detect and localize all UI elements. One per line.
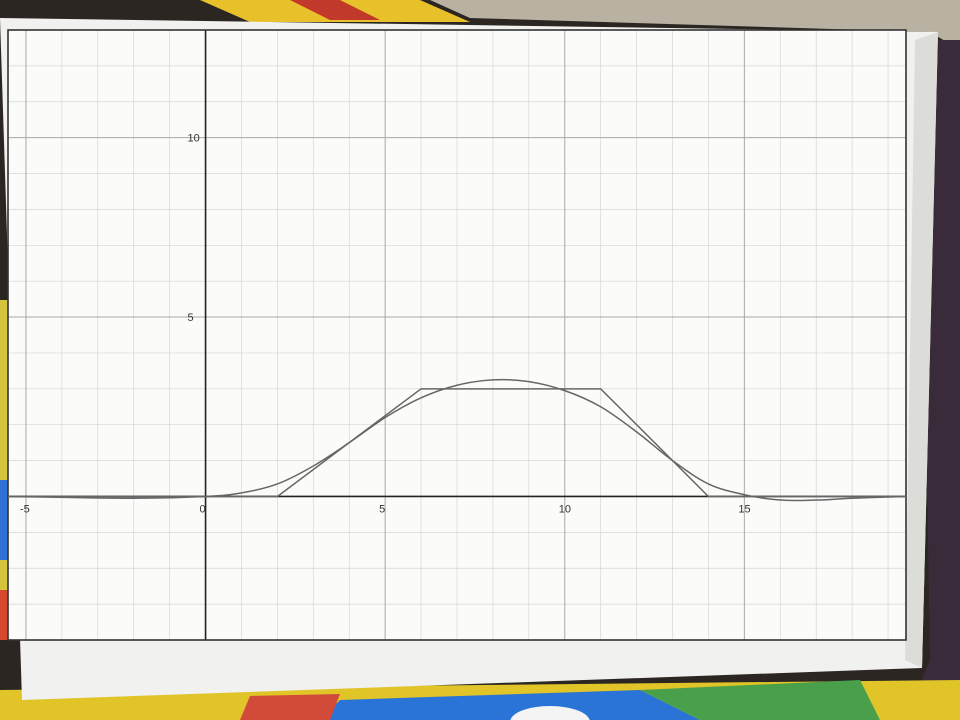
series-line-2 (7, 378, 907, 502)
grid-major (8, 30, 906, 640)
plot-border (7, 29, 907, 641)
tick-labels: -5 0 5 10 15 5 10 (20, 133, 751, 516)
x-tick-label: 0 (200, 503, 206, 515)
chart-series-group (7, 378, 907, 502)
y-tick-label: 5 (188, 312, 194, 324)
x-tick-label: 15 (738, 503, 750, 515)
chart-plot-area: -5 0 5 10 15 5 10 (7, 29, 907, 641)
background-stone-top (430, 0, 960, 50)
background-bottom-green (640, 680, 880, 720)
background-bottom-blue (320, 690, 700, 720)
x-tick-label: 5 (379, 503, 385, 515)
y-tick-label: 10 (188, 133, 200, 145)
background-bottom-red (240, 694, 340, 720)
paper-shadow-edge (905, 32, 938, 668)
x-tick-label: 10 (559, 503, 571, 515)
background-dark-right (905, 40, 960, 720)
x-tick-label: -5 (20, 503, 30, 515)
grid-minor (8, 29, 906, 641)
background-red-stripe-top (290, 0, 380, 20)
series-line-1 (8, 388, 906, 498)
background-white-disc (510, 706, 590, 720)
